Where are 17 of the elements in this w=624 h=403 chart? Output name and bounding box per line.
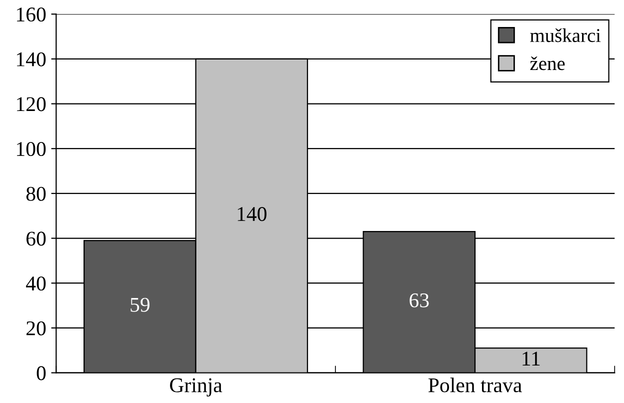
legend-label: žene [530,56,565,70]
y-tick-label: 80 [26,186,46,201]
data-label: 63 [410,293,429,308]
y-tick-label: 140 [17,52,46,66]
y-tick-label: 100 [17,142,46,156]
legend-label: muškarci [530,28,601,42]
y-tick-label: 60 [26,232,46,246]
y-tick-label: 160 [17,7,46,22]
x-tick-label: Polen trava [428,378,522,392]
data-label: 11 [522,352,540,366]
data-label: 140 [238,207,266,222]
y-tick-label: 120 [17,97,46,112]
y-tick-label: 0 [36,366,46,380]
y-tick-label: 20 [26,321,46,336]
x-tick-label: Grinja [170,378,222,397]
data-label: 59 [130,298,150,312]
y-tick-label: 40 [26,276,46,291]
